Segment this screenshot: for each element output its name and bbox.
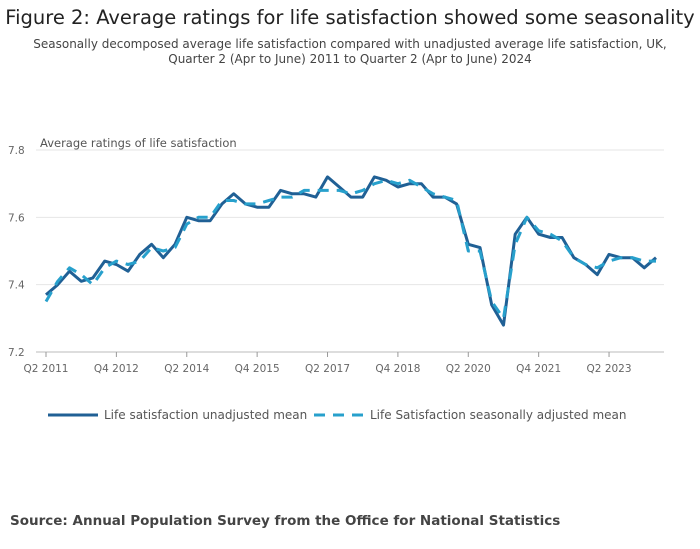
y-tick-label: 7.8 xyxy=(8,145,25,157)
x-axis: Q2 2011 Q4 2012 Q2 2014 Q4 2015 Q2 2017 Q4 20… xyxy=(23,352,632,375)
x-tick-label: Q2 2011 xyxy=(23,363,68,375)
x-tick-label: Q4 2012 xyxy=(94,363,139,375)
chart-subtitle: Seasonally decomposed average life satis… xyxy=(33,37,667,66)
legend-label-unadjusted: Life satisfaction unadjusted mean xyxy=(104,408,308,422)
series-line-unadjusted xyxy=(45,175,657,327)
x-tick-label: Q4 2015 xyxy=(235,363,280,375)
x-tick-label: Q4 2021 xyxy=(516,363,561,375)
x-tick-label: Q2 2014 xyxy=(164,363,209,375)
y-tick-label: 7.4 xyxy=(8,280,25,292)
legend-swatch-solid xyxy=(46,409,98,421)
x-tick-label: Q2 2017 xyxy=(305,363,350,375)
legend-label-seasonally-adjusted: Life Satisfaction seasonally adjusted me… xyxy=(370,408,627,422)
chart-title: Figure 2: Average ratings for life satis… xyxy=(5,6,695,29)
series-line-seasonally-adjusted xyxy=(44,178,656,320)
x-tick-label: Q2 2023 xyxy=(587,363,632,375)
source-note: Source: Annual Population Survey from th… xyxy=(10,513,561,529)
x-tick-label: Q2 2020 xyxy=(446,363,491,375)
x-tick-label: Q4 2018 xyxy=(375,363,420,375)
line-chart: Average ratings of life satisfaction 7.2… xyxy=(8,136,664,375)
y-tick-label: 7.6 xyxy=(8,212,25,224)
legend-item-unadjusted: Life satisfaction unadjusted mean xyxy=(46,408,307,422)
y-tick-label: 7.2 xyxy=(8,347,25,359)
series-lines xyxy=(44,175,657,327)
legend-item-seasonally-adjusted: Life Satisfaction seasonally adjusted me… xyxy=(312,408,627,422)
y-axis-ticks: 7.2 7.4 7.6 7.8 xyxy=(8,145,25,359)
y-axis-label: Average ratings of life satisfaction xyxy=(40,136,237,150)
gridlines xyxy=(36,149,664,353)
legend-swatch-dashed xyxy=(312,409,364,421)
